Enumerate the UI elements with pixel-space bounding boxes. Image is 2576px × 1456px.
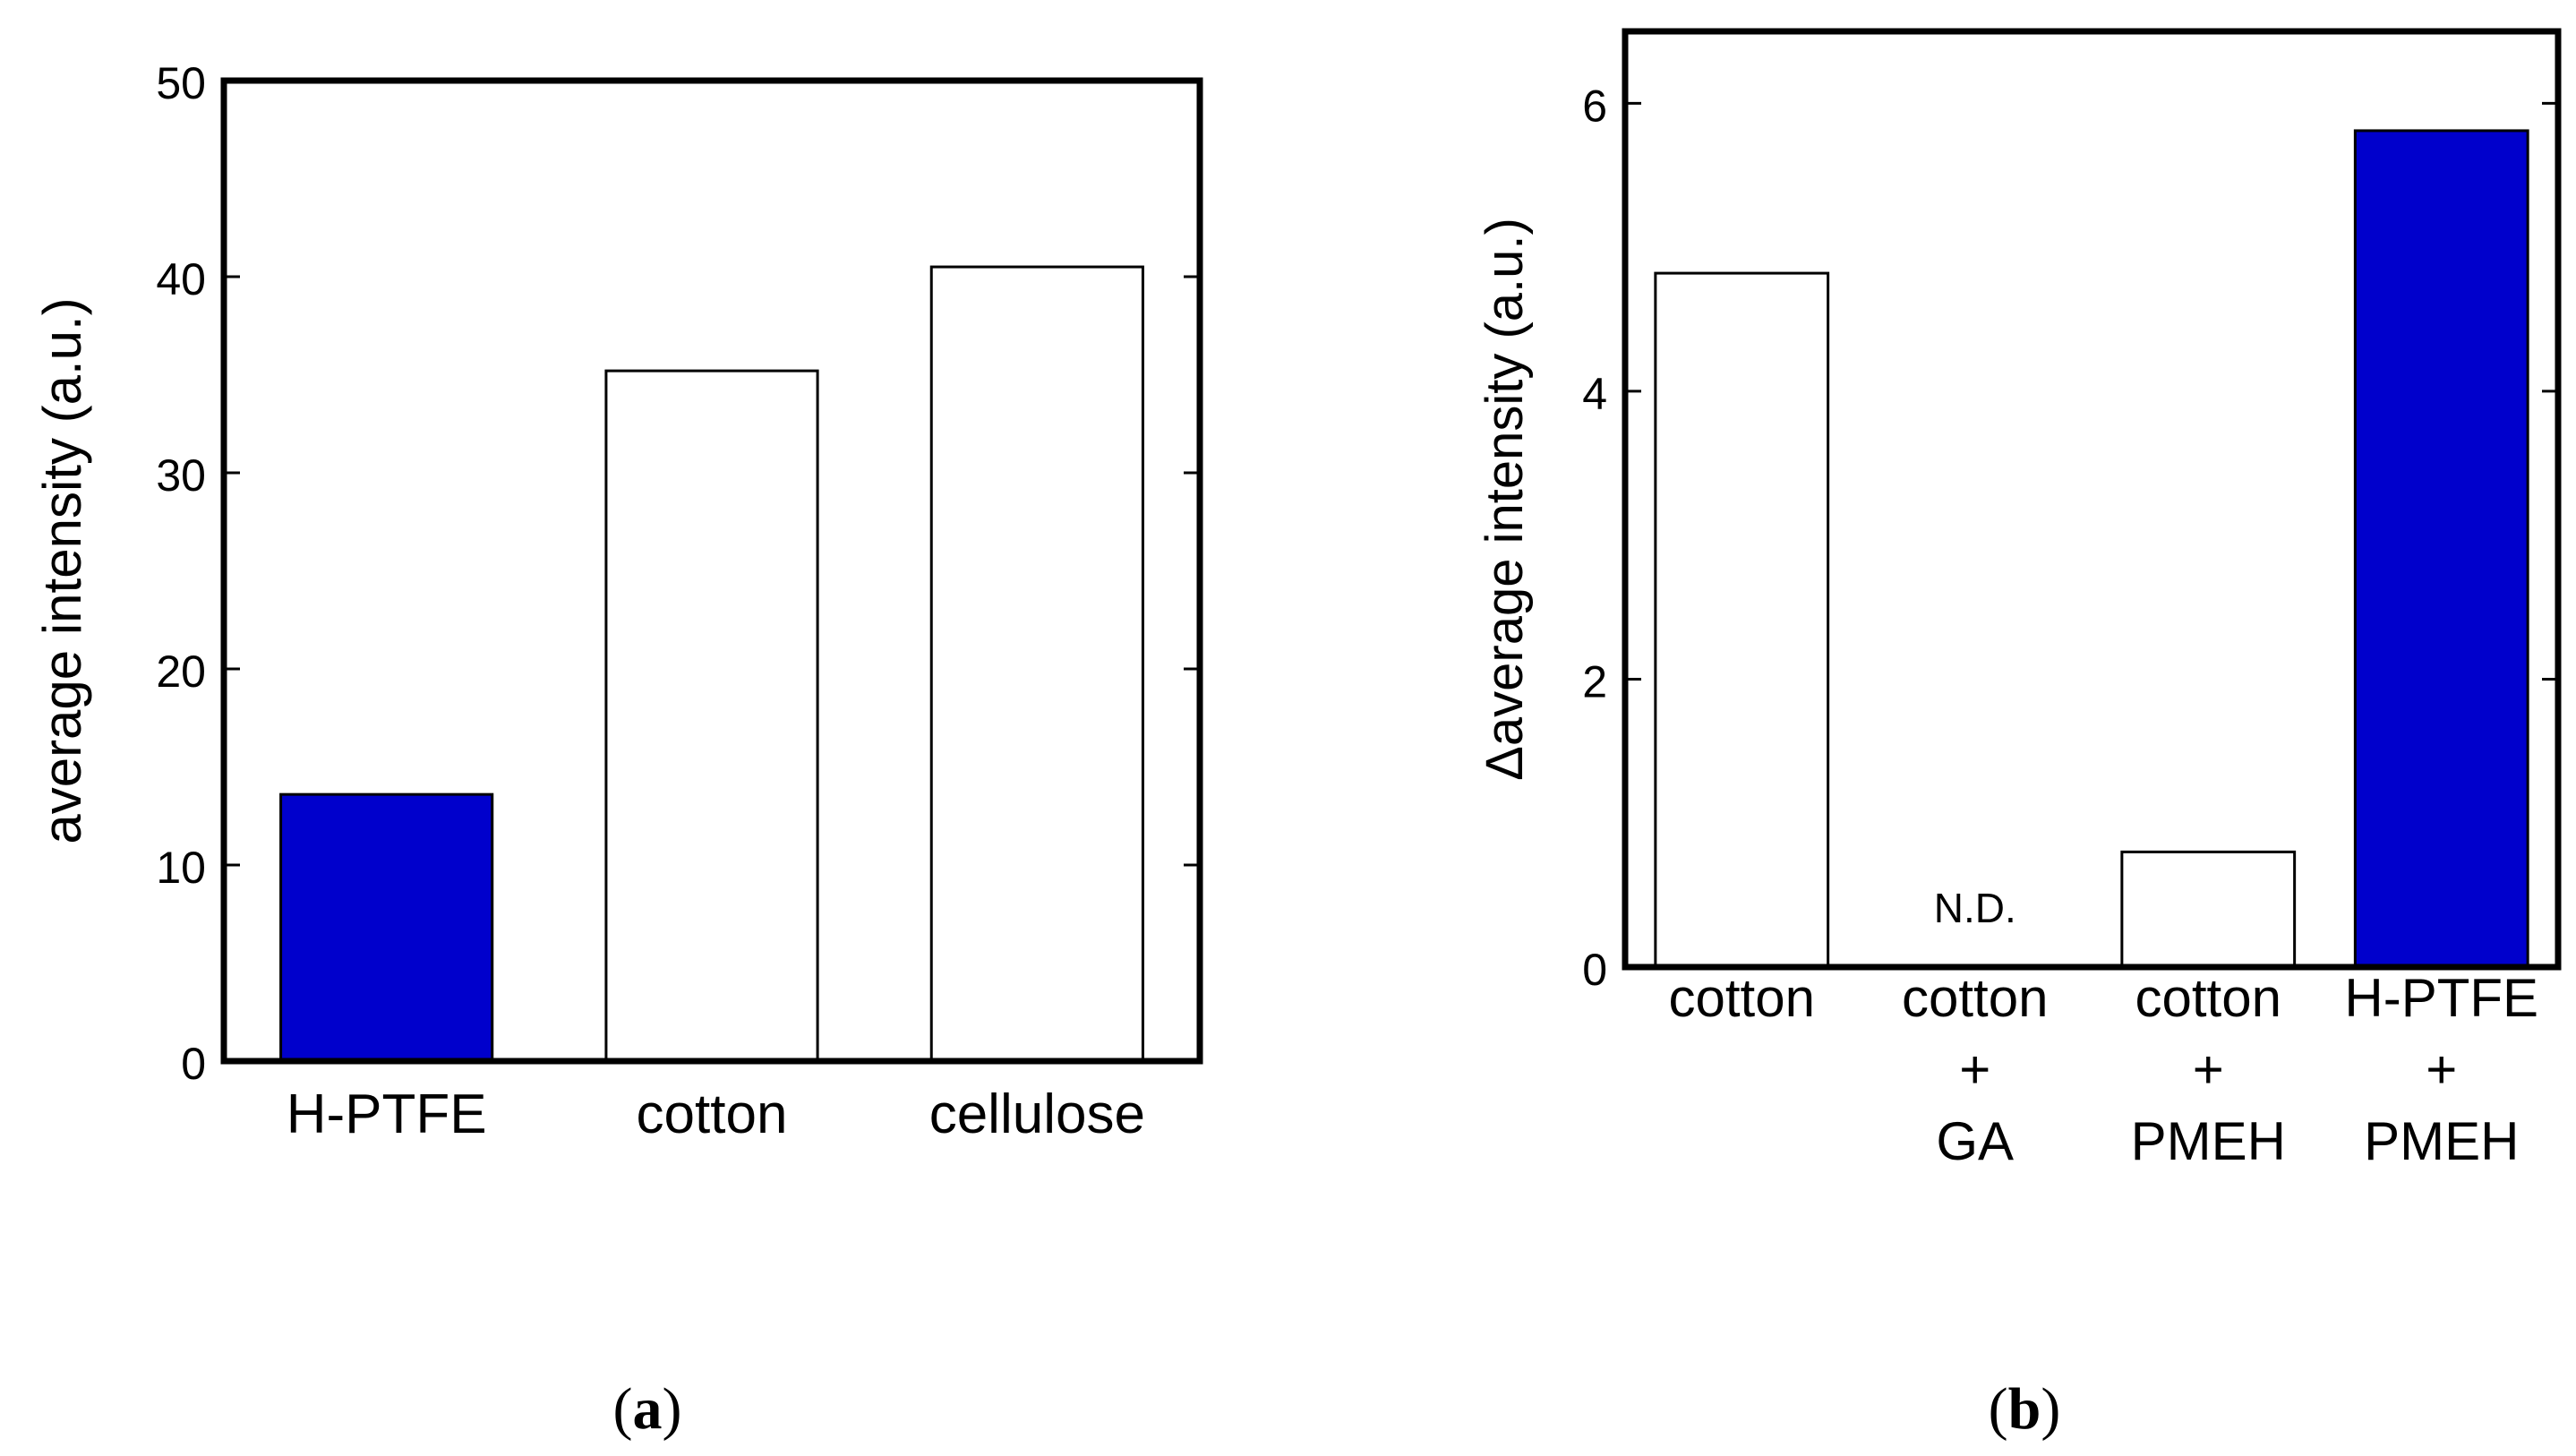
panel-b-label: (b)	[1989, 1376, 2061, 1442]
chart-panel-b: N.D. 0 2 4 6 cotton cotton + GA cotton + PMEH H-PTFE…	[1476, 28, 2562, 1171]
x-tick-label: cotton	[1669, 968, 1815, 1028]
bar-2	[2120, 850, 2297, 969]
panel-a-letter: a	[633, 1376, 663, 1442]
y-tick-label: 2	[1582, 656, 1607, 707]
y-tick-label: 50	[156, 58, 206, 108]
bar-3	[2353, 129, 2529, 969]
panel-b-letter: b	[2008, 1376, 2041, 1442]
bar-1	[604, 369, 819, 1063]
bar-0	[1654, 271, 1830, 969]
y-tick-label: 20	[156, 647, 206, 697]
x-tick-label: +	[1959, 1040, 1990, 1100]
x-tick-label: +	[2193, 1040, 2224, 1100]
y-tick-label: 4	[1582, 369, 1607, 419]
y-tick-label: 0	[1582, 945, 1607, 995]
y-tick-label: 6	[1582, 81, 1607, 131]
plot-frame	[220, 77, 1203, 1065]
x-tick-label: H-PTFE	[2344, 968, 2538, 1028]
panel-a-label: (a)	[613, 1376, 682, 1442]
x-tick-label: +	[2426, 1040, 2457, 1100]
y-tick-label: 10	[156, 843, 206, 893]
x-tick-label: PMEH	[2364, 1111, 2519, 1171]
y-tick-label: 0	[181, 1039, 206, 1089]
y-tick-label: 40	[156, 254, 206, 304]
x-tick-label: GA	[1936, 1111, 2014, 1171]
x-tick-label: PMEH	[2131, 1111, 2286, 1171]
plot-frame	[1622, 28, 2562, 971]
x-tick-label: cotton	[637, 1083, 788, 1145]
y-tick-label: 30	[156, 450, 206, 501]
y-axis-label: average intensity (a.u.)	[32, 297, 92, 844]
bar-2	[929, 265, 1144, 1063]
x-tick-label: cotton	[1902, 968, 2048, 1028]
bar-0	[279, 792, 494, 1063]
x-tick-label: cotton	[2135, 968, 2281, 1028]
bar-annotation-1: N.D.	[1934, 885, 2016, 931]
y-axis-label: Δaverage intensity (a.u.)	[1476, 218, 1534, 781]
x-tick-label: cellulose	[929, 1083, 1145, 1145]
x-tick-label: H-PTFE	[287, 1083, 487, 1145]
chart-panel-a: 0 10 20 30 40 50 H-PTFE cotton cellulose average …	[32, 58, 1203, 1145]
